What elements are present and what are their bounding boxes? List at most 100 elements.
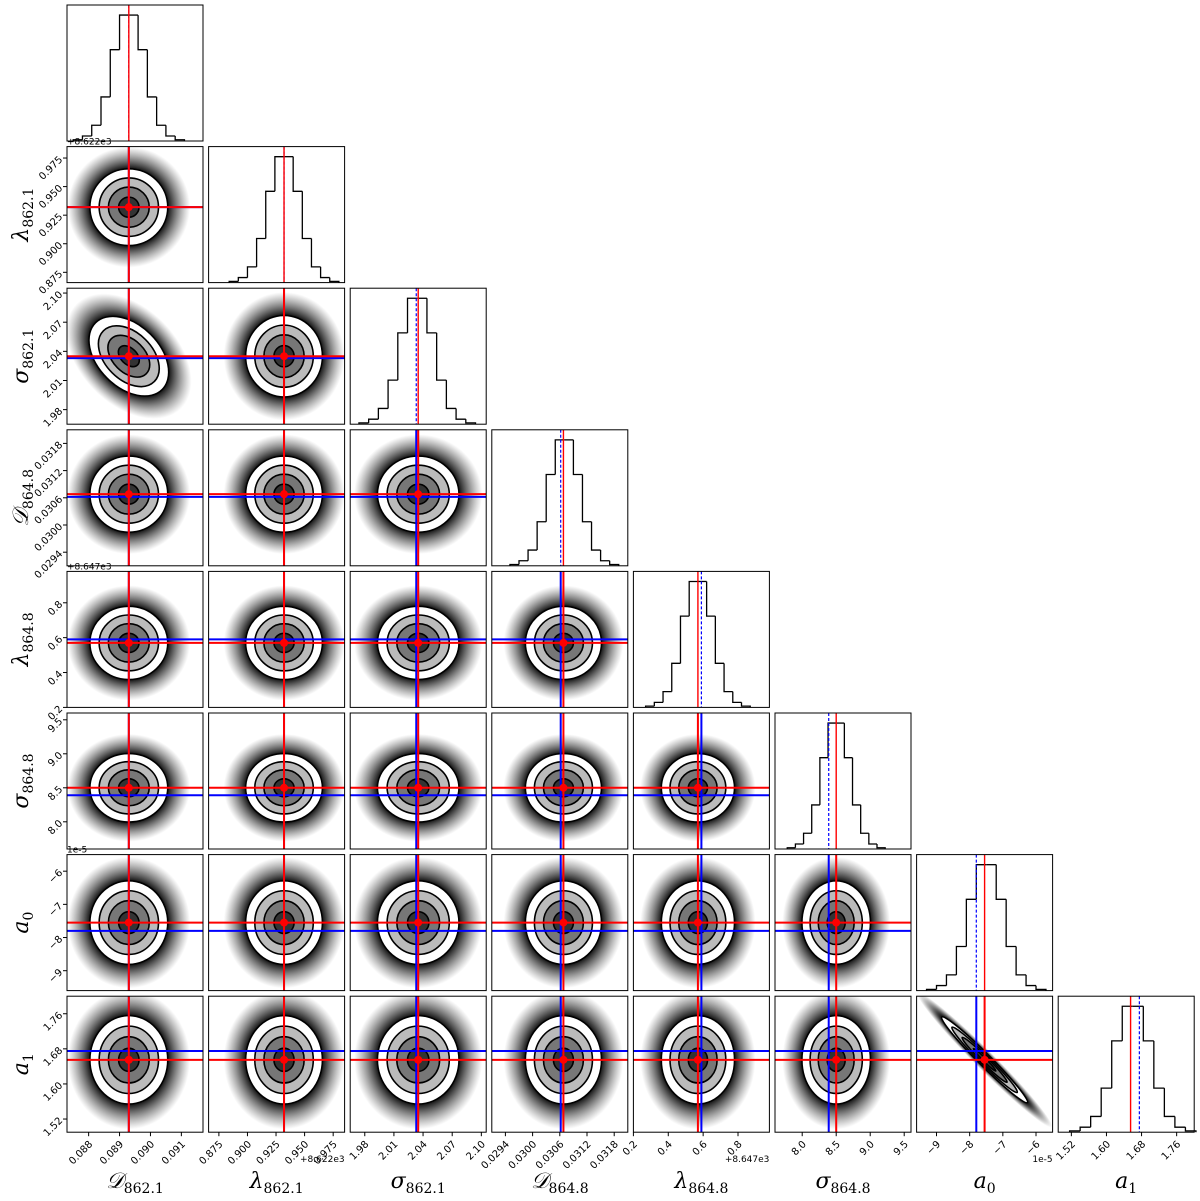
y-tick-label: 1.68 (42, 1045, 66, 1069)
panel-frame (491, 712, 629, 850)
x-offset: +8.622e3 (300, 1155, 345, 1165)
hist-step (406, 297, 418, 333)
hist-step (91, 124, 101, 136)
label-subscript: 1 (21, 1053, 37, 1062)
hist-step (1153, 1040, 1165, 1089)
truth-point (280, 490, 289, 499)
label-symbol: σ (9, 793, 34, 809)
panel-2d (208, 571, 345, 708)
truth-point (124, 783, 133, 792)
truth-point (414, 1055, 423, 1064)
hist-step (1111, 1040, 1123, 1089)
label-subscript: 862.1 (406, 1181, 446, 1197)
panel-frame (774, 995, 912, 1133)
y-offset: 1e-5 (67, 846, 87, 856)
hist-step (955, 945, 967, 975)
x-axis-label: λ862.1 (249, 1169, 304, 1197)
y-axis-label: 𝒟864.8 (9, 469, 37, 527)
x-tick-label: 0.091 (160, 1139, 188, 1167)
hist-step (1090, 1115, 1102, 1128)
panel-2d (67, 713, 203, 849)
label-subscript: 862.1 (264, 1181, 304, 1197)
x-tick-label: 2.04 (406, 1139, 430, 1163)
hist-step (536, 521, 547, 551)
x-tick-label: 1.68 (1125, 1139, 1149, 1163)
panel-2d (491, 571, 628, 708)
x-tick-label: 9.5 (892, 1139, 911, 1158)
hist-step (246, 266, 257, 278)
truth-point (693, 783, 702, 792)
label-symbol: σ (9, 368, 34, 384)
hist-step (572, 439, 583, 476)
hist-step (292, 156, 303, 192)
hist-step (1184, 1127, 1197, 1133)
label-symbol: a (974, 1169, 987, 1194)
panel-frame (491, 570, 629, 708)
label-symbol: a (9, 920, 34, 933)
panel-2d (208, 854, 345, 991)
panel-frame (916, 854, 1054, 992)
y-tick-label: −6 (47, 868, 65, 886)
panel-frame (916, 995, 1054, 1133)
hist-step (545, 473, 556, 522)
x-offset: 1e-5 (1032, 1155, 1052, 1165)
hist-step (165, 125, 176, 137)
panel-frame (208, 146, 346, 284)
panel-frame (491, 854, 629, 992)
hist-step (811, 804, 820, 834)
y-tick-label: 0.875 (37, 269, 65, 297)
y-tick-label: 1.98 (42, 406, 66, 430)
truth-point (693, 1055, 702, 1064)
truth-point (124, 918, 133, 927)
x-tick-label: 0.0318 (588, 1139, 621, 1172)
label-symbol: λ (249, 1169, 264, 1194)
y-tick-label: 0.950 (37, 183, 65, 211)
panel-frame (208, 712, 346, 850)
hist-step (137, 15, 148, 51)
truth-point (559, 918, 568, 927)
x-tick-label: 8.0 (790, 1139, 809, 1158)
hist-step (518, 560, 529, 565)
x-tick-label: −7 (991, 1139, 1009, 1157)
panel-frame (491, 429, 629, 567)
x-tick-label: 1.98 (348, 1139, 372, 1163)
label-subscript: 864.8 (688, 1181, 728, 1197)
panel-2d (67, 854, 203, 991)
x-axis-label: a1 (1115, 1169, 1137, 1197)
y-tick-label: 9.0 (46, 750, 65, 769)
hist-step (1005, 899, 1017, 948)
panel-2d (208, 996, 345, 1133)
panel-2d (633, 854, 770, 991)
y-tick-label: −9 (47, 967, 65, 985)
panel-frame (66, 287, 204, 425)
panel-frame (349, 995, 487, 1133)
x-tick-label: 0.0306 (534, 1139, 567, 1172)
x-axis-label: σ864.8 (815, 1169, 870, 1197)
y-tick-label: 0.4 (46, 669, 65, 688)
panel-frame (66, 4, 204, 142)
truth-point (693, 918, 702, 927)
x-tick-label: 0.0312 (561, 1139, 594, 1172)
panel-2d (491, 854, 628, 991)
hist-step (599, 550, 610, 562)
x-tick-label: 0.925 (255, 1139, 283, 1167)
panel-frame (349, 854, 487, 992)
x-tick-label: 1.76 (1160, 1139, 1184, 1163)
x-tick-label: −8 (958, 1139, 976, 1157)
hist-step (319, 266, 330, 279)
panel-2d (775, 996, 911, 1133)
truth-point (280, 1055, 289, 1064)
panel-2d (208, 713, 345, 849)
y-tick-label: 1.76 (42, 1010, 66, 1034)
panel-frame (349, 429, 487, 567)
panel-2d (633, 996, 770, 1133)
x-tick-label: 1.52 (1054, 1139, 1078, 1163)
truth-point (414, 783, 423, 792)
panel-2d (775, 854, 911, 991)
hist-step (827, 722, 837, 758)
panel-frame (349, 712, 487, 850)
panel-2d (67, 429, 203, 566)
y-axis-label: σ864.8 (9, 753, 37, 808)
x-tick-label: 0.2 (621, 1139, 640, 1158)
